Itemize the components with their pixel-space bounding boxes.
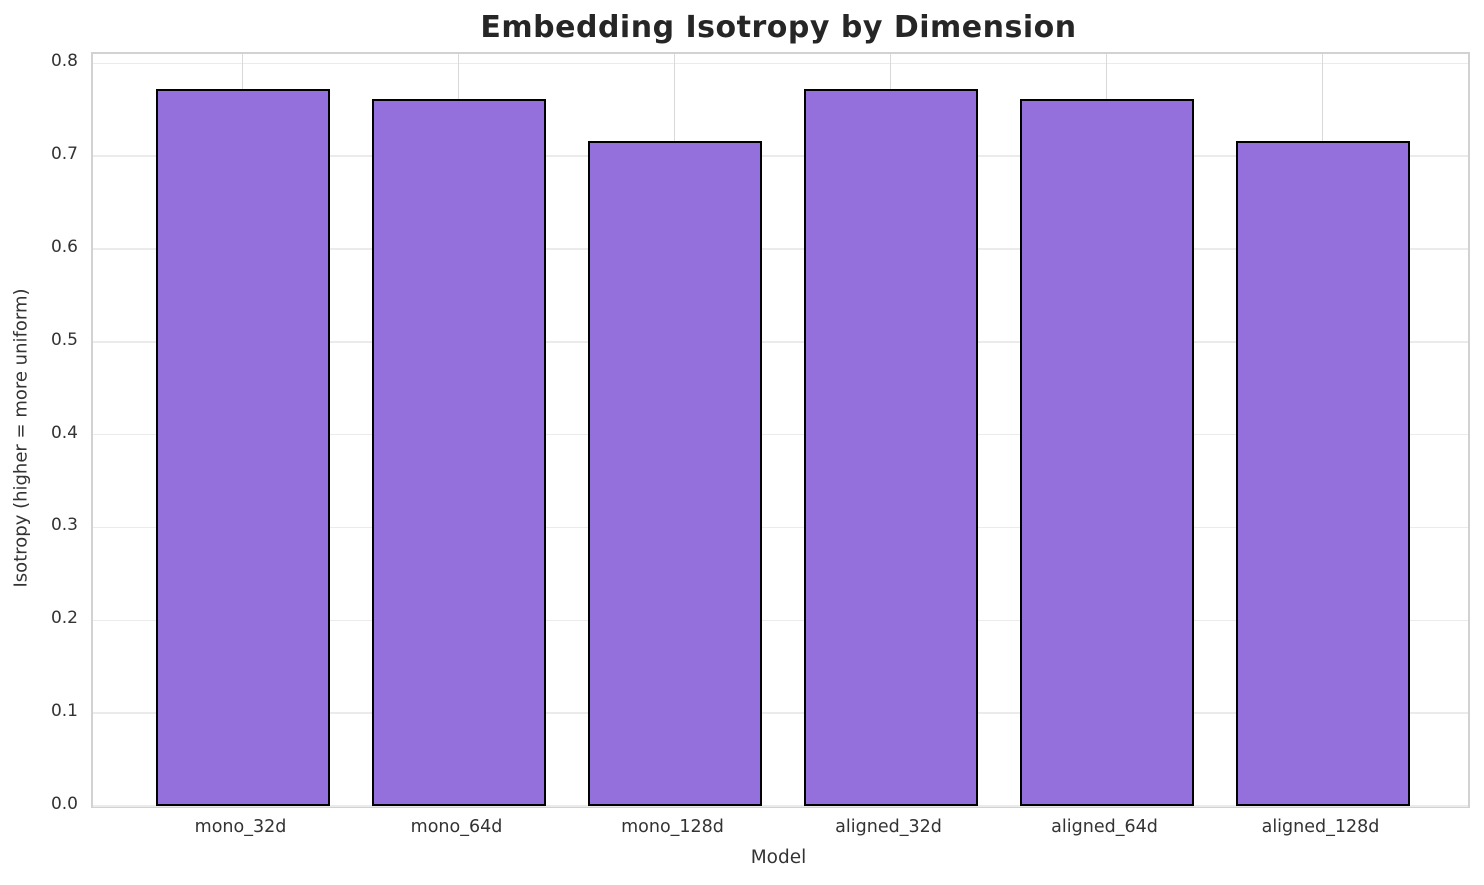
horizontal-gridline [93,62,1468,65]
bar-mono_128d [587,141,762,806]
x-tick-label: mono_128d [621,817,724,837]
x-axis-label: Model [750,847,807,868]
x-tick-label: mono_64d [410,817,503,837]
horizontal-gridline [93,433,1468,436]
y-tick-label: 0.2 [50,608,78,629]
y-tick-label: 0.6 [50,236,78,257]
y-tick-label: 0.1 [50,701,78,722]
horizontal-gridline [93,619,1468,622]
x-tick-label: aligned_128d [1261,817,1380,837]
bar-aligned_64d [1019,98,1194,806]
horizontal-gridline [93,805,1468,807]
bar-aligned_32d [803,89,978,806]
y-tick-label: 0.7 [50,144,78,165]
bar-mono_64d [371,98,546,806]
horizontal-gridline [93,341,1468,343]
bar-mono_32d [155,89,330,806]
y-tick-label: 0.5 [50,329,78,350]
bar-aligned_128d [1235,141,1410,806]
y-tick-label: 0.4 [50,422,78,443]
chart-title: Embedding Isotropy by Dimension [480,10,1077,45]
x-tick-label: mono_32d [194,817,287,837]
horizontal-gridline [93,526,1468,529]
horizontal-gridline [93,248,1468,250]
y-tick-label: 0.8 [50,51,78,72]
x-tick-label: aligned_32d [835,817,942,837]
y-tick-label: 0.0 [50,794,78,814]
horizontal-gridline [93,712,1468,714]
x-tick-label: aligned_64d [1051,817,1158,837]
plot-area [91,52,1470,808]
horizontal-gridline [93,155,1468,157]
y-tick-label: 0.3 [50,515,78,536]
